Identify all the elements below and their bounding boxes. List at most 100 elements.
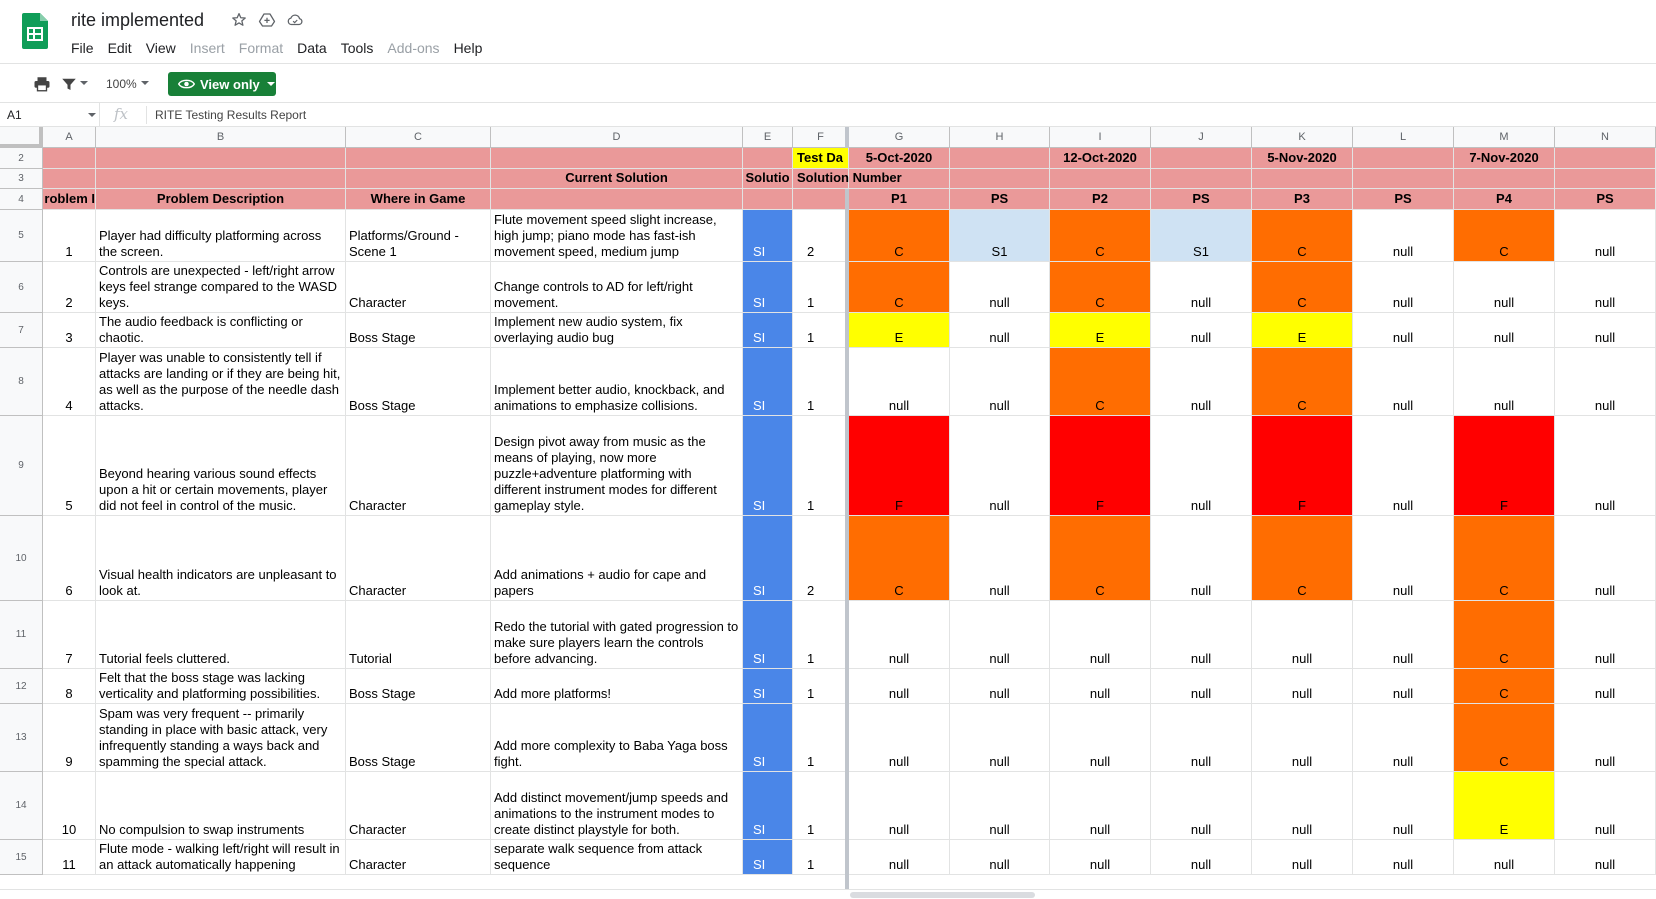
result-cell-l15[interactable]: null	[1353, 840, 1454, 875]
result-cell-g8[interactable]: null	[849, 348, 950, 416]
view-only-button[interactable]: View only	[168, 72, 276, 96]
header-cell-b4[interactable]: Problem Description	[96, 189, 346, 210]
result-cell-m7[interactable]: null	[1454, 313, 1555, 348]
problem-id-cell[interactable]: 2	[43, 262, 96, 313]
problem-id-cell[interactable]: 6	[43, 516, 96, 601]
result-cell-m13[interactable]: C	[1454, 704, 1555, 772]
result-cell-l7[interactable]: null	[1353, 313, 1454, 348]
result-cell-m8[interactable]: null	[1454, 348, 1555, 416]
solution-number-cell[interactable]: 1	[793, 262, 849, 313]
problem-id-cell[interactable]: 3	[43, 313, 96, 348]
problem-id-cell[interactable]: 8	[43, 669, 96, 704]
result-cell-l9[interactable]: null	[1353, 416, 1454, 516]
solution-status-cell[interactable]: SI	[743, 704, 793, 772]
move-to-drive-icon[interactable]	[258, 11, 276, 29]
header-cell-l4[interactable]: PS	[1353, 189, 1454, 210]
print-icon[interactable]	[33, 75, 51, 93]
problem-description-cell[interactable]: Player was unable to consistently tell i…	[96, 348, 346, 416]
solution-number-cell[interactable]: 2	[793, 210, 849, 262]
header-cell-l3[interactable]	[1353, 169, 1454, 189]
header-cell-f4[interactable]	[793, 189, 849, 210]
menu-file[interactable]: File	[71, 40, 94, 56]
row-header-5[interactable]: 5	[0, 210, 43, 262]
column-header-h[interactable]: H	[950, 127, 1050, 148]
result-cell-m5[interactable]: C	[1454, 210, 1555, 262]
row-header-15[interactable]: 15	[0, 840, 43, 875]
horizontal-scrollbar-thumb[interactable]	[850, 892, 1035, 898]
header-cell-d3[interactable]: Current Solution	[491, 169, 743, 189]
where-in-game-cell[interactable]: Boss Stage	[346, 704, 491, 772]
header-cell-a2[interactable]	[43, 148, 96, 169]
header-cell-g4[interactable]: P1	[849, 189, 950, 210]
header-cell-f2[interactable]: Test Da	[793, 148, 849, 169]
menu-tools[interactable]: Tools	[340, 40, 374, 56]
result-cell-i9[interactable]: F	[1050, 416, 1151, 516]
result-cell-j12[interactable]: null	[1151, 669, 1252, 704]
header-cell-a3[interactable]	[43, 169, 96, 189]
result-cell-k10[interactable]: C	[1252, 516, 1353, 601]
column-header-g[interactable]: G	[849, 127, 950, 148]
header-cell-b2[interactable]	[96, 148, 346, 169]
result-cell-j7[interactable]: null	[1151, 313, 1252, 348]
formula-input[interactable]: RITE Testing Results Report	[155, 108, 307, 122]
column-header-n[interactable]: N	[1555, 127, 1656, 148]
problem-description-cell[interactable]: Beyond hearing various sound effects upo…	[96, 416, 346, 516]
solution-number-cell[interactable]: 2	[793, 516, 849, 601]
header-cell-k3[interactable]	[1252, 169, 1353, 189]
solution-status-cell[interactable]: SI	[743, 210, 793, 262]
column-header-c[interactable]: C	[346, 127, 491, 148]
solution-status-cell[interactable]: SI	[743, 772, 793, 840]
result-cell-h5[interactable]: S1	[950, 210, 1050, 262]
problem-description-cell[interactable]: Tutorial feels cluttered.	[96, 601, 346, 669]
result-cell-k15[interactable]: null	[1252, 840, 1353, 875]
column-header-l[interactable]: L	[1353, 127, 1454, 148]
column-header-b[interactable]: B	[96, 127, 346, 148]
result-cell-g7[interactable]: E	[849, 313, 950, 348]
result-cell-j6[interactable]: null	[1151, 262, 1252, 313]
result-cell-m10[interactable]: C	[1454, 516, 1555, 601]
solution-status-cell[interactable]: SI	[743, 840, 793, 875]
where-in-game-cell[interactable]: Character	[346, 416, 491, 516]
result-cell-i5[interactable]: C	[1050, 210, 1151, 262]
solution-number-cell[interactable]: 1	[793, 601, 849, 669]
horizontal-scrollbar[interactable]	[0, 889, 1656, 899]
menu-edit[interactable]: Edit	[107, 40, 132, 56]
header-cell-m3[interactable]	[1454, 169, 1555, 189]
result-cell-i10[interactable]: C	[1050, 516, 1151, 601]
row-header-9[interactable]: 9	[0, 416, 43, 516]
header-cell-j4[interactable]: PS	[1151, 189, 1252, 210]
header-cell-i3[interactable]	[1050, 169, 1151, 189]
result-cell-l13[interactable]: null	[1353, 704, 1454, 772]
solution-number-cell[interactable]: 1	[793, 772, 849, 840]
result-cell-g12[interactable]: null	[849, 669, 950, 704]
cloud-status-icon[interactable]	[286, 11, 304, 29]
result-cell-n6[interactable]: null	[1555, 262, 1656, 313]
row-header-4[interactable]: 4	[0, 189, 43, 210]
result-cell-n8[interactable]: null	[1555, 348, 1656, 416]
solution-status-cell[interactable]: SI	[743, 262, 793, 313]
result-cell-l8[interactable]: null	[1353, 348, 1454, 416]
result-cell-m9[interactable]: F	[1454, 416, 1555, 516]
result-cell-h11[interactable]: null	[950, 601, 1050, 669]
problem-id-cell[interactable]: 7	[43, 601, 96, 669]
column-header-i[interactable]: I	[1050, 127, 1151, 148]
result-cell-g15[interactable]: null	[849, 840, 950, 875]
result-cell-l10[interactable]: null	[1353, 516, 1454, 601]
result-cell-j8[interactable]: null	[1151, 348, 1252, 416]
sheets-logo-icon[interactable]	[22, 13, 48, 49]
header-cell-m2[interactable]: 7-Nov-2020	[1454, 148, 1555, 169]
column-header-d[interactable]: D	[491, 127, 743, 148]
current-solution-cell[interactable]: Design pivot away from music as the mean…	[491, 416, 743, 516]
solution-status-cell[interactable]: SI	[743, 313, 793, 348]
result-cell-m11[interactable]: C	[1454, 601, 1555, 669]
row-header-7[interactable]: 7	[0, 313, 43, 348]
header-cell-d4[interactable]	[491, 189, 743, 210]
where-in-game-cell[interactable]: Character	[346, 772, 491, 840]
result-cell-m15[interactable]: null	[1454, 840, 1555, 875]
header-cell-h3[interactable]	[950, 169, 1050, 189]
header-cell-e3[interactable]: Solutio	[743, 169, 793, 189]
problem-id-cell[interactable]: 1	[43, 210, 96, 262]
where-in-game-cell[interactable]: Character	[346, 516, 491, 601]
solution-number-cell[interactable]: 1	[793, 416, 849, 516]
star-icon[interactable]	[230, 11, 248, 29]
